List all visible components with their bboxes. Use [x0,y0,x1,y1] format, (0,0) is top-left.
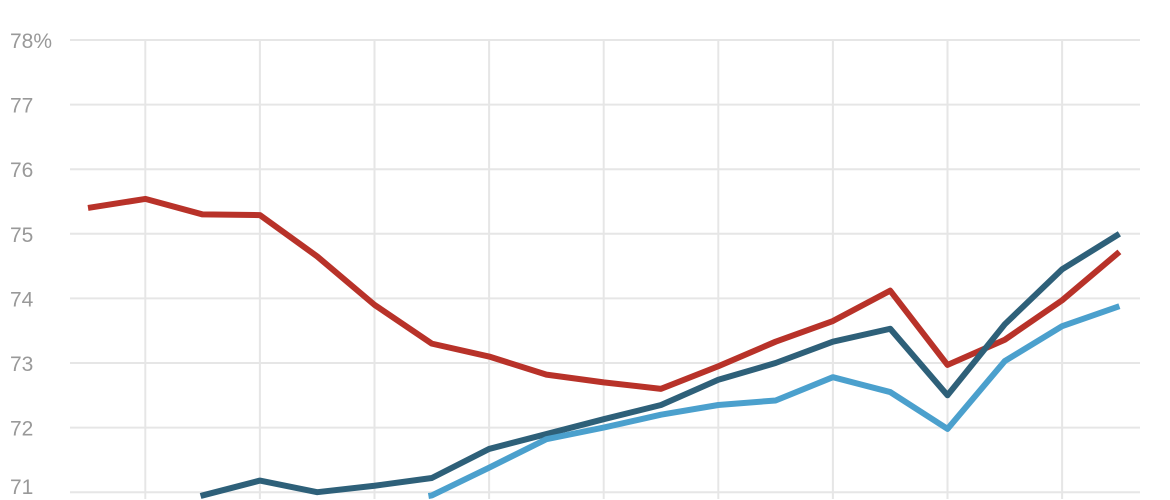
grid [70,39,1140,499]
y-tick-label: 78% [10,30,52,53]
y-tick-label: 73 [10,353,33,376]
y-tick-label: 76 [10,159,33,182]
y-tick-label: 74 [10,288,34,311]
series-line-1 [199,231,1121,499]
y-tick-label: 71 [10,476,33,499]
y-tick-label: 77 [10,95,33,118]
y-axis: 78% 77 76 75 74 73 72 71 [10,30,52,499]
y-tick-label: 72 [10,418,33,441]
series-line-2 [427,303,1121,499]
series-lines [87,195,1122,499]
y-tick-label: 75 [10,224,33,247]
